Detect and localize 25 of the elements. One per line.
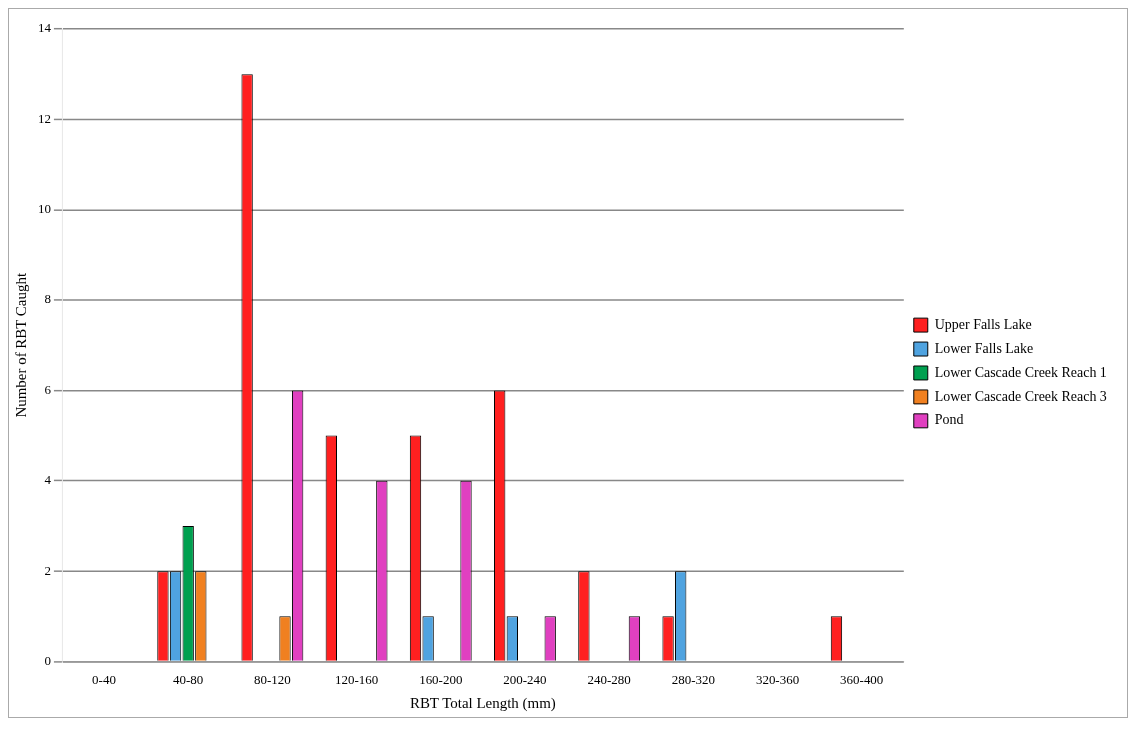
legend-label: Upper Falls Lake bbox=[934, 316, 1032, 332]
y-tick-label: 2 bbox=[44, 562, 51, 578]
y-tick-label: 12 bbox=[37, 110, 51, 126]
y-tick-label: 10 bbox=[37, 201, 51, 217]
x-tick-label: 160-200 bbox=[419, 671, 463, 687]
y-tick-label: 14 bbox=[37, 20, 52, 36]
x-axis-title: RBT Total Length (mm) bbox=[409, 694, 556, 712]
x-tick-label: 240-280 bbox=[587, 671, 631, 687]
y-tick-label: 0 bbox=[44, 652, 51, 668]
legend-label: Lower Cascade Creek Reach 3 bbox=[934, 388, 1107, 404]
x-tick-label: 0-40 bbox=[92, 671, 116, 687]
y-tick-label: 8 bbox=[44, 291, 51, 307]
y-tick-label: 4 bbox=[44, 472, 52, 488]
x-tick-label: 40-80 bbox=[173, 671, 204, 687]
legend-label: Lower Falls Lake bbox=[934, 340, 1034, 356]
legend-label: Pond bbox=[934, 412, 964, 428]
x-tick-label: 280-320 bbox=[671, 671, 715, 687]
x-tick-label: 200-240 bbox=[503, 671, 547, 687]
x-tick-label: 320-360 bbox=[755, 671, 800, 687]
x-tick-label: 80-120 bbox=[254, 671, 291, 687]
x-tick-label: 120-160 bbox=[334, 671, 379, 687]
y-axis-title: Number of RBT Caught bbox=[12, 272, 29, 418]
legend-label: Lower Cascade Creek Reach 1 bbox=[934, 364, 1107, 380]
x-tick-label: 360-400 bbox=[840, 671, 884, 687]
y-tick-label: 6 bbox=[44, 381, 52, 397]
